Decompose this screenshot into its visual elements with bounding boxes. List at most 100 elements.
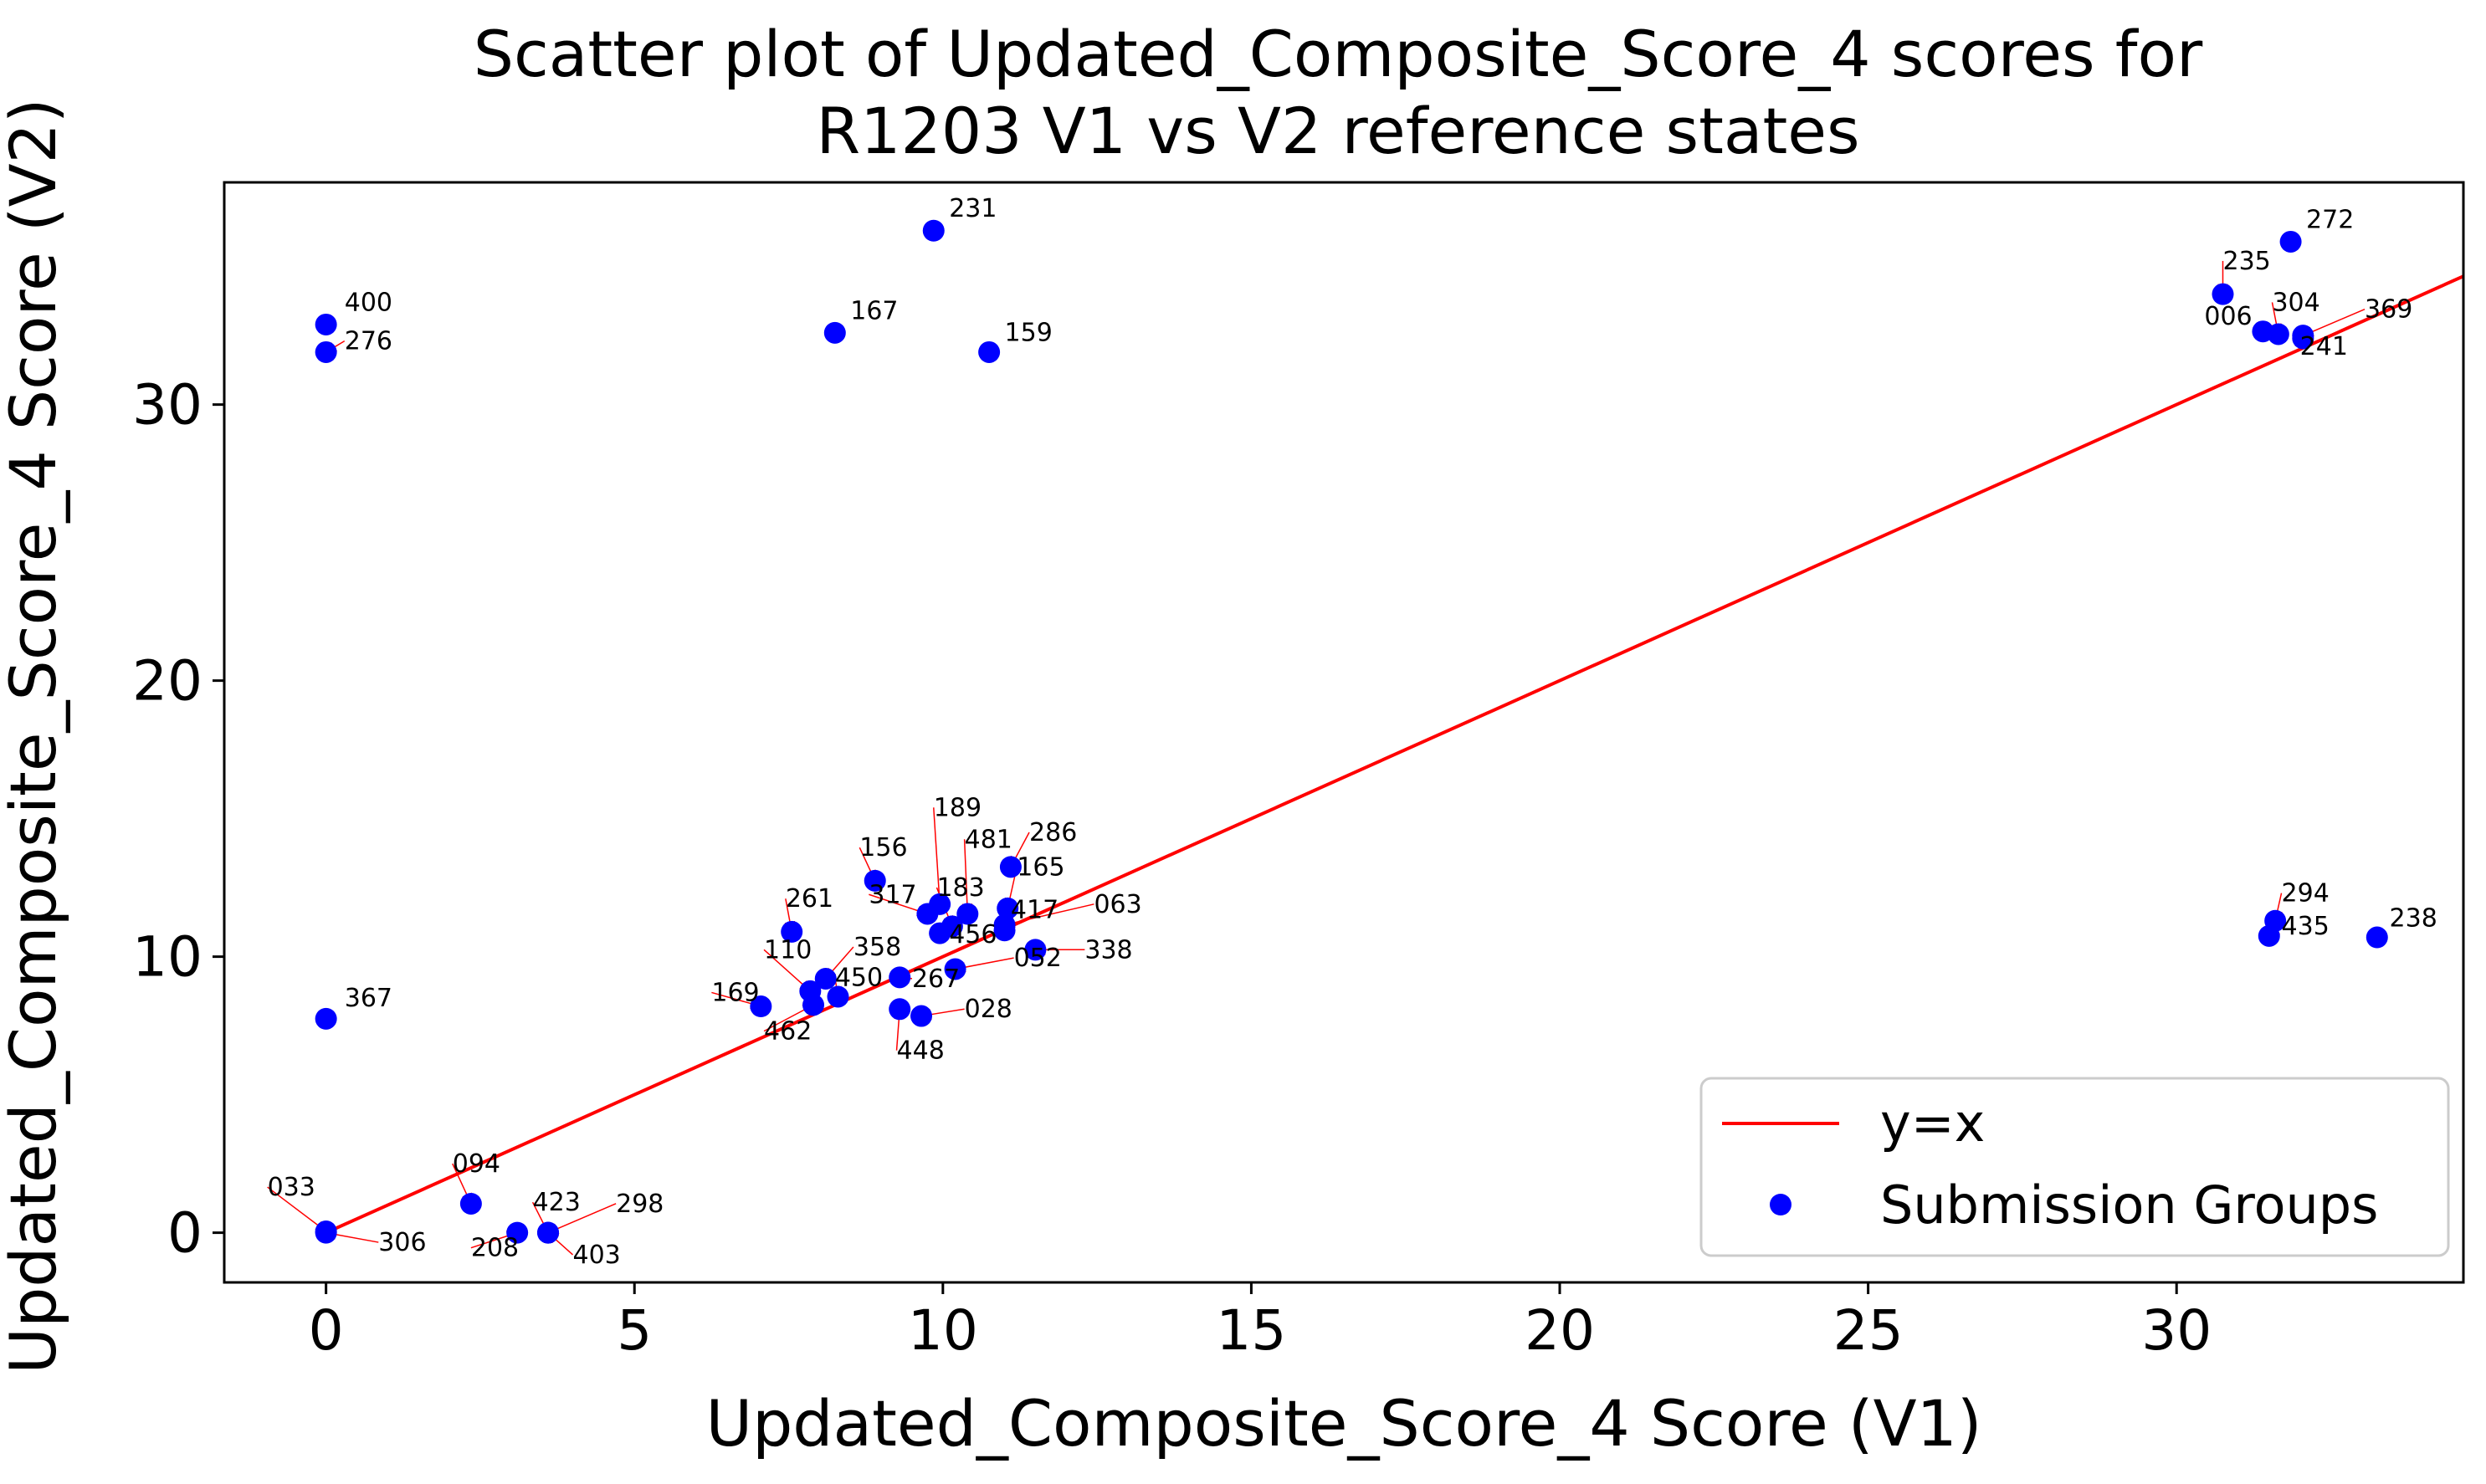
x-tick-label: 10: [908, 1298, 978, 1363]
data-point-167: [823, 321, 846, 344]
point-label-317: 317: [869, 880, 916, 909]
y-tick-label: 20: [132, 649, 202, 714]
data-point-169: [750, 995, 772, 1018]
point-label-052: 052: [1014, 944, 1062, 973]
legend-box: [1699, 1077, 2450, 1257]
point-label-110: 110: [764, 935, 812, 965]
data-point-481: [956, 903, 979, 925]
annotation-arrow-189: [933, 807, 940, 904]
point-label-369: 369: [2365, 295, 2412, 325]
data-point-235: [2212, 283, 2234, 305]
data-point-261: [781, 920, 803, 943]
data-point-306: [315, 1221, 337, 1244]
point-label-400: 400: [345, 288, 392, 317]
point-label-338: 338: [1084, 935, 1132, 965]
x-tick-label: 15: [1216, 1298, 1286, 1363]
point-label-306: 306: [378, 1228, 426, 1257]
annotation-arrow-481: [965, 839, 968, 913]
point-label-435: 435: [2282, 912, 2330, 941]
point-label-238: 238: [2390, 903, 2437, 933]
data-point-238: [2366, 926, 2388, 949]
x-tick-label: 25: [1833, 1298, 1904, 1363]
point-label-481: 481: [965, 825, 1012, 854]
data-point-403: [537, 1221, 560, 1244]
data-point-450: [827, 985, 849, 1008]
point-label-156: 156: [859, 833, 907, 862]
point-label-235: 235: [2222, 247, 2270, 276]
y-axis: 0 10 20 30: [132, 373, 224, 1266]
reference-line-yx: [325, 274, 2464, 1235]
annotation-arrow-298: [548, 1203, 617, 1233]
data-point-165: [997, 897, 1019, 919]
point-label-423: 423: [533, 1188, 581, 1217]
data-point-208: [506, 1221, 529, 1244]
point-label-304: 304: [2272, 288, 2319, 317]
point-label-183: 183: [936, 873, 984, 903]
point-label-063: 063: [1094, 890, 1141, 919]
point-label-167: 167: [850, 296, 898, 325]
x-axis: 0 5 10 15 20 25 30: [309, 1282, 2212, 1363]
point-label-261: 261: [786, 884, 833, 913]
data-point-286: [999, 856, 1022, 878]
data-point-159: [978, 340, 1001, 363]
point-label-094: 094: [453, 1149, 500, 1179]
point-label-231: 231: [949, 194, 997, 223]
point-label-028: 028: [965, 995, 1012, 1024]
data-point-358: [814, 968, 837, 990]
annotation-arrow-033: [267, 1186, 326, 1231]
point-label-267: 267: [912, 965, 960, 994]
data-point-267: [889, 966, 911, 989]
data-point-231: [922, 219, 945, 242]
point-label-448: 448: [897, 1036, 945, 1066]
point-label-006: 006: [2204, 302, 2252, 331]
data-point-448: [889, 998, 911, 1021]
data-point-094: [459, 1192, 482, 1215]
legend-label-submission-groups: Submission Groups: [1880, 1174, 2378, 1236]
data-point-028: [910, 1005, 933, 1027]
point-label-450: 450: [835, 963, 883, 992]
annotation-arrow-369: [2303, 309, 2366, 335]
point-label-241: 241: [2300, 332, 2348, 361]
point-label-159: 159: [1005, 319, 1053, 348]
data-point-456: [929, 922, 951, 944]
point-label-165: 165: [1017, 852, 1064, 882]
legend: y=x Submission Groups: [1699, 1077, 2450, 1257]
data-point-417: [993, 919, 1016, 942]
point-label-367: 367: [345, 984, 392, 1013]
data-point-462: [802, 994, 825, 1016]
y-axis-label: Updated_Composite_Score_4 Score (V2): [0, 98, 70, 1374]
point-label-286: 286: [1029, 818, 1077, 847]
point-label-298: 298: [616, 1190, 664, 1219]
point-label-169: 169: [711, 978, 759, 1007]
point-label-462: 462: [764, 1017, 812, 1046]
point-label-208: 208: [471, 1234, 519, 1263]
data-point-435: [2258, 924, 2280, 947]
data-point-156: [864, 869, 886, 892]
data-point-189: [929, 893, 951, 915]
point-label-033: 033: [268, 1173, 315, 1202]
point-label-272: 272: [2306, 205, 2354, 234]
x-axis-label: Updated_Composite_Score_4 Score (V1): [705, 1386, 1981, 1461]
data-point-400: [315, 313, 337, 335]
plot-frame: [223, 181, 2465, 1284]
data-point-006: [2252, 320, 2274, 343]
annotation-arrow-063: [1005, 903, 1094, 925]
point-label-456: 456: [949, 920, 997, 949]
data-point-276: [315, 340, 337, 363]
chart-title-line-2: R1203 V1 vs V2 reference states: [816, 94, 1859, 168]
data-point-052: [944, 958, 966, 980]
x-tick-label: 5: [617, 1298, 652, 1363]
point-label-294: 294: [2282, 879, 2330, 908]
legend-label-yx: y=x: [1880, 1093, 1985, 1154]
point-label-403: 403: [573, 1241, 621, 1270]
data-point-338: [1024, 939, 1047, 961]
x-tick-label: 20: [1525, 1298, 1595, 1363]
data-point-367: [315, 1007, 337, 1030]
x-tick-label: 0: [309, 1298, 344, 1363]
point-label-189: 189: [934, 793, 982, 822]
point-label-276: 276: [345, 327, 392, 356]
x-tick-label: 30: [2141, 1298, 2212, 1363]
data-point-272: [2279, 230, 2302, 253]
data-point-241: [2292, 327, 2314, 350]
